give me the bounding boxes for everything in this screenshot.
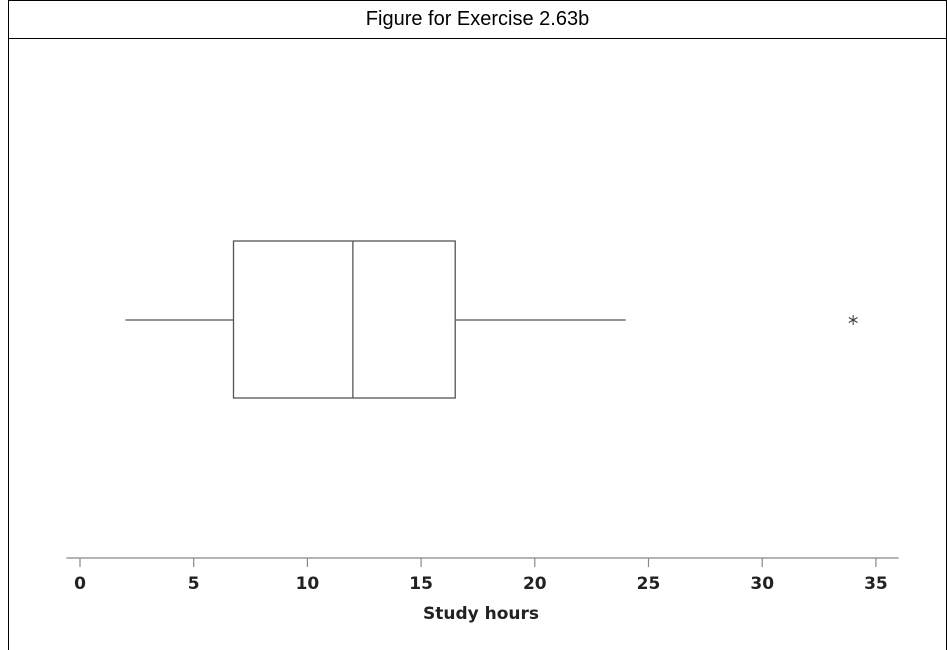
iqr-box (232, 240, 456, 399)
x-tick-label: 0 (74, 574, 86, 594)
x-tick-label: 10 (296, 574, 320, 594)
title-bar: Figure for Exercise 2.63b (9, 1, 946, 39)
x-tick-label: 35 (864, 574, 888, 594)
outlier-point (848, 315, 858, 325)
x-tick-label: 20 (523, 574, 547, 594)
chart-title: Figure for Exercise 2.63b (365, 8, 590, 30)
x-tick-label: 25 (637, 574, 661, 594)
x-tick-label: 5 (188, 574, 200, 594)
outlier-stroke (848, 317, 858, 323)
x-axis: 0 5 10 15 20 25 30 35 (66, 557, 899, 594)
boxplot (125, 240, 858, 399)
x-tick-label: 30 (750, 574, 774, 594)
x-axis-title: Study hours (423, 604, 539, 624)
x-tick-label: 15 (409, 574, 433, 594)
